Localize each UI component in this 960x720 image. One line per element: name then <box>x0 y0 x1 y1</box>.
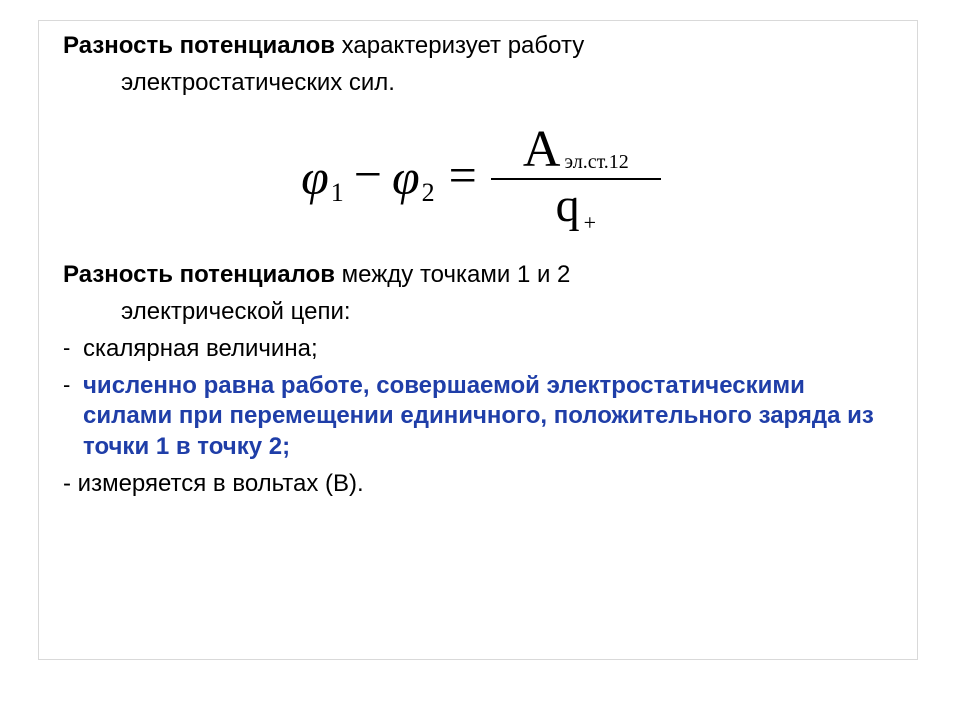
numerator-A: A <box>523 124 561 176</box>
bullet-1-mark: - <box>63 334 83 363</box>
bullet-1-text: скалярная величина; <box>83 334 899 365</box>
denominator-q-sub: + <box>584 212 596 234</box>
denominator-q: q <box>556 182 580 230</box>
phi-1-sub: 1 <box>331 180 344 206</box>
intro-rest-1: характеризует работу <box>335 32 584 59</box>
definition-rest-1: между точками 1 и 2 <box>335 261 570 288</box>
equals-sign: = <box>449 146 477 204</box>
definition-bold-lead: Разность потенциалов <box>63 261 335 288</box>
numerator-A-sub: эл.ст.12 <box>564 152 628 172</box>
phi-2: φ <box>392 152 420 202</box>
minus-sign: − <box>354 149 382 199</box>
bullet-3-text: - измеряется в вольтах (В). <box>63 469 899 500</box>
definition-line2: электрической цепи: <box>63 297 899 328</box>
fraction-denominator: q + <box>552 180 600 232</box>
bullet-2: - численно равна работе, совершаемой эле… <box>63 371 899 463</box>
bullet-2-mark: - <box>63 371 83 400</box>
fraction: A эл.ст.12 q + <box>491 122 661 232</box>
intro-line2: электростатических сил. <box>63 68 899 99</box>
fraction-numerator: A эл.ст.12 <box>519 122 633 178</box>
phi-1: φ <box>301 152 329 202</box>
intro-paragraph: Разность потенциалов характеризует работ… <box>63 31 899 62</box>
definition-paragraph: Разность потенциалов между точками 1 и 2 <box>63 260 899 291</box>
formula-block: φ1 − φ2 = A эл.ст.12 q + <box>63 122 899 232</box>
formula-lhs: φ1 − φ2 <box>301 152 435 202</box>
slide-card: Разность потенциалов характеризует работ… <box>38 20 918 660</box>
phi-2-sub: 2 <box>422 180 435 206</box>
intro-bold-lead: Разность потенциалов <box>63 32 335 59</box>
bullet-2-text: численно равна работе, совершаемой элект… <box>83 371 899 463</box>
formula: φ1 − φ2 = A эл.ст.12 q + <box>301 122 661 232</box>
bullet-1: - скалярная величина; <box>63 334 899 365</box>
